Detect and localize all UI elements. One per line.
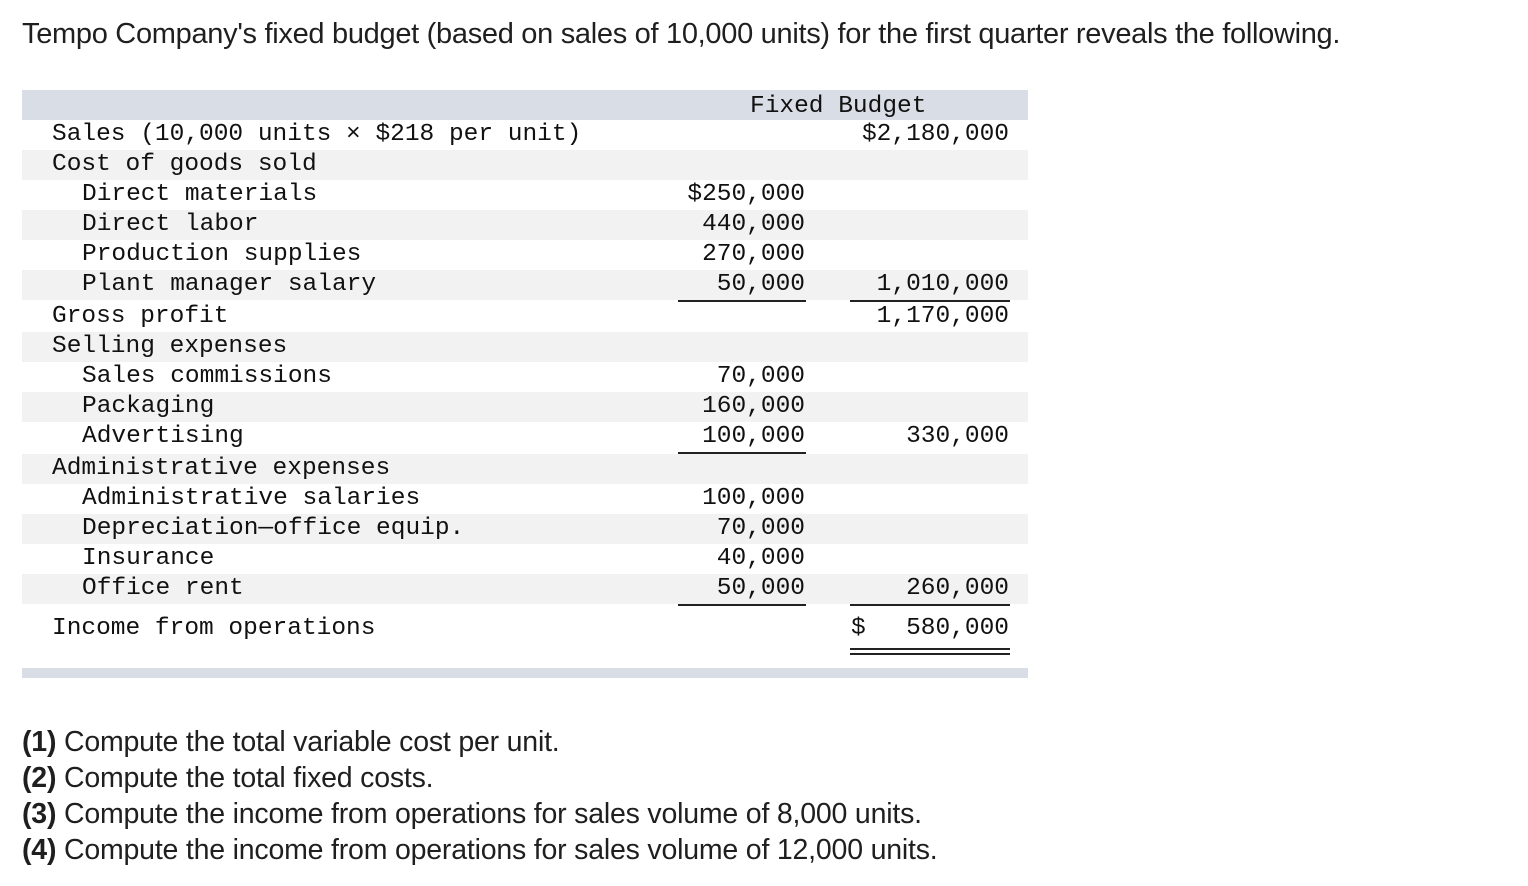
- question-item: (1) Compute the total variable cost per …: [22, 724, 938, 760]
- detail-value: 70,000: [716, 363, 805, 390]
- row-label: Cost of goods sold: [52, 151, 317, 178]
- row-band: [22, 150, 1028, 180]
- row-label: Advertising: [82, 423, 244, 450]
- row-label: Sales (10,000 units × $218 per unit): [52, 121, 582, 148]
- fixed-budget-header: Fixed Budget: [750, 93, 927, 120]
- total-value: 330,000: [906, 423, 1009, 450]
- table-row: Advertising 100,000 330,000: [22, 422, 1028, 452]
- double-underline: [850, 648, 1010, 655]
- total-value: 260,000: [906, 575, 1009, 602]
- row-band: [22, 392, 1028, 422]
- table-row: Production supplies 270,000: [22, 240, 1028, 270]
- question-number: (3): [22, 798, 57, 830]
- row-label: Sales commissions: [82, 363, 332, 390]
- table-row: Selling expenses: [22, 332, 1028, 362]
- table-row: Cost of goods sold: [22, 150, 1028, 180]
- underline: [850, 604, 1010, 606]
- underline: [678, 300, 806, 302]
- table-row: Direct labor 440,000: [22, 210, 1028, 240]
- detail-value: 100,000: [702, 485, 805, 512]
- total-value: 580,000: [906, 615, 1009, 642]
- table-row: Office rent 50,000 260,000: [22, 574, 1028, 604]
- question-number: (4): [22, 834, 57, 866]
- question-item: (4) Compute the income from operations f…: [22, 832, 938, 868]
- detail-value: 50,000: [716, 575, 805, 602]
- row-label: Income from operations: [52, 615, 376, 642]
- intro-text: Tempo Company's fixed budget (based on s…: [22, 18, 1341, 50]
- question-number: (2): [22, 762, 57, 794]
- detail-value: 160,000: [702, 393, 805, 420]
- table-row: Income from operations $ 580,000: [22, 614, 1028, 644]
- question-number: (1): [22, 726, 57, 758]
- detail-value: $250,000: [687, 181, 805, 208]
- underline: [850, 300, 1010, 302]
- table-row: Packaging 160,000: [22, 392, 1028, 422]
- total-value: 1,170,000: [876, 303, 1009, 330]
- table-footer-band: [22, 668, 1028, 678]
- question-text: Compute the total variable cost per unit…: [56, 726, 560, 758]
- table-row: Sales (10,000 units × $218 per unit) $2,…: [22, 120, 1028, 150]
- row-label: Selling expenses: [52, 333, 288, 360]
- row-label: Administrative expenses: [52, 455, 391, 482]
- question-text: Compute the total fixed costs.: [56, 762, 434, 794]
- table-row: Gross profit 1,170,000: [22, 302, 1028, 332]
- underline: [678, 452, 806, 454]
- fixed-budget-table: Fixed Budget Sales (10,000 units × $218 …: [22, 90, 1028, 678]
- total-value: $2,180,000: [861, 121, 1009, 148]
- row-label: Packaging: [82, 393, 215, 420]
- row-label: Administrative salaries: [82, 485, 421, 512]
- detail-value: 40,000: [716, 545, 805, 572]
- table-row: Insurance 40,000: [22, 544, 1028, 574]
- total-value: 1,010,000: [876, 271, 1009, 298]
- detail-value: 440,000: [702, 211, 805, 238]
- row-label: Direct labor: [82, 211, 259, 238]
- row-band: [22, 332, 1028, 362]
- questions-list: (1) Compute the total variable cost per …: [22, 724, 938, 868]
- row-label: Gross profit: [52, 303, 229, 330]
- row-label: Direct materials: [82, 181, 318, 208]
- question-item: (3) Compute the income from operations f…: [22, 796, 938, 832]
- table-header-band: [22, 90, 1028, 120]
- detail-value: 70,000: [716, 515, 805, 542]
- table-row: Plant manager salary 50,000 1,010,000: [22, 270, 1028, 300]
- underline: [678, 604, 806, 606]
- detail-value: 50,000: [716, 271, 805, 298]
- row-label: Depreciation—office equip.: [82, 515, 465, 542]
- row-band: [22, 574, 1028, 604]
- row-label: Insurance: [82, 545, 215, 572]
- table-row: Sales commissions 70,000: [22, 362, 1028, 392]
- detail-value: 100,000: [702, 423, 805, 450]
- table-row: Administrative expenses: [22, 454, 1028, 484]
- row-label: Office rent: [82, 575, 244, 602]
- row-band: [22, 210, 1028, 240]
- question-text: Compute the income from operations for s…: [56, 798, 922, 830]
- table-row: Direct materials $250,000: [22, 180, 1028, 210]
- dollar-sign: $: [851, 615, 866, 642]
- row-label: Production supplies: [82, 241, 362, 268]
- table-row: Administrative salaries 100,000: [22, 484, 1028, 514]
- detail-value: 270,000: [702, 241, 805, 268]
- row-label: Plant manager salary: [82, 271, 377, 298]
- row-band: [22, 454, 1028, 484]
- question-text: Compute the income from operations for s…: [56, 834, 938, 866]
- table-row: Depreciation—office equip. 70,000: [22, 514, 1028, 544]
- question-item: (2) Compute the total fixed costs.: [22, 760, 938, 796]
- row-band: [22, 270, 1028, 300]
- row-band: [22, 514, 1028, 544]
